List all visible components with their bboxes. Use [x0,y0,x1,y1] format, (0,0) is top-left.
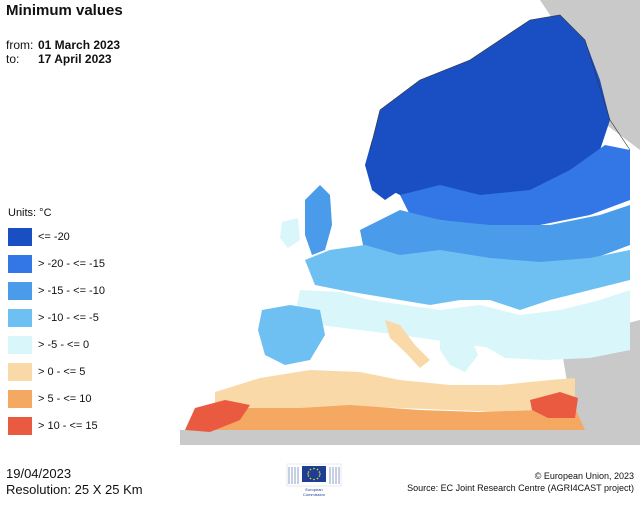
map-title: Minimum values [6,2,123,19]
zone-italy [385,320,430,368]
legend-item: > -20 - <= -15 [8,250,105,277]
legend-label: > -15 - <= -10 [38,284,105,297]
zone-ireland [280,218,300,248]
zone-10-15-east [530,392,578,418]
from-value: 01 March 2023 [38,38,121,52]
legend-swatch [8,362,32,381]
legend-label: > -5 - <= 0 [38,338,90,351]
zone-minus10-minus5 [305,245,630,310]
legend-item: > 0 - <= 5 [8,358,105,385]
legend-label: > 10 - <= 15 [38,419,98,432]
zone-greece [440,330,478,372]
logo-line1: European [305,487,322,492]
footer-left: 19/04/2023 Resolution: 25 X 25 Km [6,466,143,498]
legend-item: > 10 - <= 15 [8,412,105,439]
to-label: to: [6,52,20,66]
europe-map [180,0,640,445]
legend-label: > -10 - <= -5 [38,311,99,324]
legend-swatch [8,281,32,300]
zone-10-15-west [185,400,250,432]
legend-item: > -5 - <= 0 [8,331,105,358]
legend-units: Units: °C [8,207,52,219]
legend-label: > 0 - <= 5 [38,365,86,378]
legend-item: > 5 - <= 10 [8,385,105,412]
legend-swatch [8,335,32,354]
legend-item: <= -20 [8,223,105,250]
period-range: from: 01 March 2023 to: 17 April 2023 [6,38,120,66]
legend-label: > -20 - <= -15 [38,257,105,270]
legend-rows: <= -20 > -20 - <= -15 > -15 - <= -10 > -10 … [8,223,105,439]
zone-turkey [488,318,630,360]
legend-swatch [8,308,32,327]
zone-iberia [258,305,325,365]
legend-swatch [8,389,32,408]
from-label: from: [6,38,34,52]
coastline [369,14,631,151]
copyright: © European Union, 2023 [534,471,634,481]
zone-iceland [250,75,298,100]
legend-label: > 5 - <= 10 [38,392,92,405]
map-resolution: Resolution: 25 X 25 Km [6,482,143,497]
legend-swatch [8,254,32,273]
legend-swatch [8,416,32,435]
legend-label: <= -20 [38,230,70,243]
legend-item: > -10 - <= -5 [8,304,105,331]
footer-right: © European Union, 2023 Source: EC Joint … [407,470,634,494]
legend: Units: °C <= -20 > -20 - <= -15 > -15 - <=… [8,207,105,439]
zone-minus20-minus15 [400,145,630,225]
to-value: 17 April 2023 [38,52,112,66]
zone-5-10 [185,405,585,430]
zone-le-minus20 [370,15,610,200]
zone-scandinavia [365,95,440,200]
legend-swatch [8,227,32,246]
european-commission-logo: European Commission [286,463,342,497]
logo-line2: Commission [303,492,325,497]
legend-item: > -15 - <= -10 [8,277,105,304]
zone-0-5 [215,370,575,412]
outside-area-south [180,430,600,445]
period-to: to: 17 April 2023 [6,52,120,66]
zone-minus15-minus10 [360,205,630,265]
map-date: 19/04/2023 [6,466,72,481]
source: Source: EC Joint Research Centre (AGRI4C… [407,483,634,493]
zone-uk [305,185,332,255]
period-from: from: 01 March 2023 [6,38,120,52]
